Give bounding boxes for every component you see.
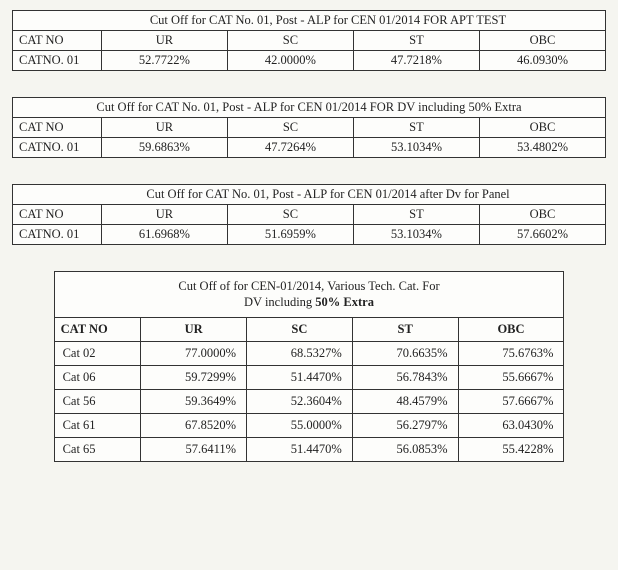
cat-label: Cat 56 (54, 389, 141, 413)
val-sc: 51.4470% (247, 437, 353, 461)
caption-line1: Cut Off of for CEN-01/2014, Various Tech… (178, 279, 439, 293)
row-label: CATNO. 01 (13, 138, 102, 158)
col-sc: SC (227, 205, 353, 225)
val-obc: 57.6667% (458, 389, 564, 413)
val-ur: 59.3649% (141, 389, 247, 413)
data-row: Cat 06 59.7299% 51.4470% 56.7843% 55.666… (54, 365, 564, 389)
cutoff-table-1: Cut Off for CAT No. 01, Post - ALP for C… (12, 10, 606, 71)
val-st: 53.1034% (353, 138, 479, 158)
val-obc: 55.6667% (458, 365, 564, 389)
col-catno: CAT NO (13, 205, 102, 225)
val-ur: 67.8520% (141, 413, 247, 437)
table: Cut Off for CAT No. 01, Post - ALP for C… (12, 10, 606, 71)
val-ur: 61.6968% (101, 225, 227, 245)
table: Cut Off for CAT No. 01, Post - ALP for C… (12, 97, 606, 158)
val-obc: 63.0430% (458, 413, 564, 437)
data-row: Cat 65 57.6411% 51.4470% 56.0853% 55.422… (54, 437, 564, 461)
col-st: ST (353, 31, 479, 51)
col-st: ST (352, 317, 458, 341)
data-row: Cat 61 67.8520% 55.0000% 56.2797% 63.043… (54, 413, 564, 437)
col-catno: CAT NO (54, 317, 141, 341)
col-ur: UR (101, 31, 227, 51)
col-obc: OBC (479, 31, 605, 51)
val-ur: 77.0000% (141, 341, 247, 365)
col-catno: CAT NO (13, 31, 102, 51)
header-row: CAT NO UR SC ST OBC (13, 31, 606, 51)
val-st: 70.6635% (352, 341, 458, 365)
cutoff-table-3: Cut Off for CAT No. 01, Post - ALP for C… (12, 184, 606, 245)
cat-label: Cat 65 (54, 437, 141, 461)
val-sc: 68.5327% (247, 341, 353, 365)
cutoff-table-4: Cut Off of for CEN-01/2014, Various Tech… (12, 271, 606, 462)
val-obc: 55.4228% (458, 437, 564, 461)
col-obc: OBC (479, 118, 605, 138)
val-sc: 52.3604% (247, 389, 353, 413)
col-obc: OBC (458, 317, 564, 341)
col-sc: SC (227, 31, 353, 51)
data-row: CATNO. 01 61.6968% 51.6959% 53.1034% 57.… (13, 225, 606, 245)
val-obc: 53.4802% (479, 138, 605, 158)
val-st: 56.2797% (352, 413, 458, 437)
val-st: 56.7843% (352, 365, 458, 389)
col-ur: UR (101, 118, 227, 138)
cat-label: Cat 02 (54, 341, 141, 365)
caption-line2-pre: DV including (244, 295, 315, 309)
caption: Cut Off for CAT No. 01, Post - ALP for C… (13, 185, 606, 205)
col-st: ST (353, 205, 479, 225)
caption: Cut Off for CAT No. 01, Post - ALP for C… (13, 98, 606, 118)
val-sc: 42.0000% (227, 51, 353, 71)
val-sc: 51.6959% (227, 225, 353, 245)
val-obc: 57.6602% (479, 225, 605, 245)
col-sc: SC (247, 317, 353, 341)
data-row: Cat 56 59.3649% 52.3604% 48.4579% 57.666… (54, 389, 564, 413)
val-ur: 52.7722% (101, 51, 227, 71)
val-sc: 51.4470% (247, 365, 353, 389)
header-row: CAT NO UR SC ST OBC (54, 317, 564, 341)
data-row: Cat 02 77.0000% 68.5327% 70.6635% 75.676… (54, 341, 564, 365)
val-st: 48.4579% (352, 389, 458, 413)
cat-label: Cat 06 (54, 365, 141, 389)
val-ur: 59.6863% (101, 138, 227, 158)
col-catno: CAT NO (13, 118, 102, 138)
table: Cut Off for CAT No. 01, Post - ALP for C… (12, 184, 606, 245)
header-row: CAT NO UR SC ST OBC (13, 118, 606, 138)
val-st: 53.1034% (353, 225, 479, 245)
col-ur: UR (101, 205, 227, 225)
caption: Cut Off of for CEN-01/2014, Various Tech… (54, 272, 564, 318)
val-obc: 75.6763% (458, 341, 564, 365)
row-label: CATNO. 01 (13, 51, 102, 71)
cutoff-table-2: Cut Off for CAT No. 01, Post - ALP for C… (12, 97, 606, 158)
col-st: ST (353, 118, 479, 138)
header-row: CAT NO UR SC ST OBC (13, 205, 606, 225)
val-sc: 47.7264% (227, 138, 353, 158)
row-label: CATNO. 01 (13, 225, 102, 245)
val-sc: 55.0000% (247, 413, 353, 437)
caption-line2-bold: 50% Extra (315, 295, 374, 309)
data-row: CATNO. 01 59.6863% 47.7264% 53.1034% 53.… (13, 138, 606, 158)
val-ur: 59.7299% (141, 365, 247, 389)
col-sc: SC (227, 118, 353, 138)
data-row: CATNO. 01 52.7722% 42.0000% 47.7218% 46.… (13, 51, 606, 71)
col-obc: OBC (479, 205, 605, 225)
val-st: 56.0853% (352, 437, 458, 461)
caption: Cut Off for CAT No. 01, Post - ALP for C… (13, 11, 606, 31)
col-ur: UR (141, 317, 247, 341)
val-ur: 57.6411% (141, 437, 247, 461)
table: Cut Off of for CEN-01/2014, Various Tech… (54, 271, 565, 462)
val-st: 47.7218% (353, 51, 479, 71)
val-obc: 46.0930% (479, 51, 605, 71)
cat-label: Cat 61 (54, 413, 141, 437)
